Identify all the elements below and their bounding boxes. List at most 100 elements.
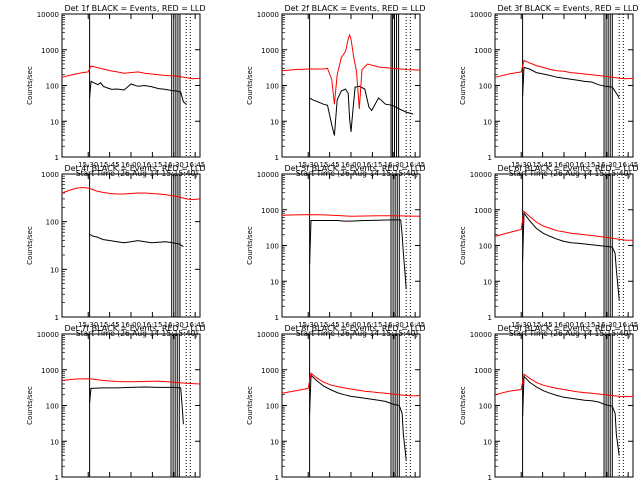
panel-7: Det 7f BLACK = Events, RED = LLD 1 10 100 10… bbox=[26, 324, 206, 480]
y-tick-label: 10000 bbox=[37, 331, 59, 339]
y-tick-label: 100 bbox=[46, 83, 59, 91]
series-line-lld bbox=[281, 214, 421, 217]
x-tick-label: 16:00 bbox=[554, 321, 574, 329]
series-line-events bbox=[309, 374, 407, 460]
y-tick-label: 10 bbox=[483, 438, 492, 446]
x-tick-label: 16:45 bbox=[185, 321, 205, 329]
y-axis-label: Counts/sec bbox=[459, 226, 467, 265]
series-line-events bbox=[309, 219, 407, 290]
x-tick-label: 16:00 bbox=[121, 161, 141, 169]
series-line-lld bbox=[61, 65, 201, 80]
x-tick-label: 16:15 bbox=[362, 321, 382, 329]
x-tick-label: 16:30 bbox=[384, 321, 404, 329]
y-tick-label: 10 bbox=[50, 438, 59, 446]
x-tick-label: 15:30 bbox=[78, 161, 98, 169]
x-tick-label: 15:45 bbox=[320, 321, 340, 329]
y-tick-label: 100 bbox=[266, 83, 279, 91]
y-axis-label: Counts/sec bbox=[459, 386, 467, 425]
y-tick-label: 1000 bbox=[41, 367, 59, 375]
y-tick-label: 1 bbox=[55, 154, 59, 162]
y-tick-label: 100 bbox=[266, 403, 279, 411]
y-tick-label: 10 bbox=[50, 266, 59, 274]
x-tick-label: 16:30 bbox=[384, 161, 404, 169]
series-line-events bbox=[89, 386, 184, 425]
x-tick-label: 15:45 bbox=[320, 161, 340, 169]
x-tick-label: 16:30 bbox=[597, 321, 617, 329]
panel-title: Det 1f BLACK = Events, RED = LLD bbox=[64, 4, 205, 13]
y-tick-label: 100 bbox=[266, 243, 279, 251]
x-tick-label: 16:30 bbox=[597, 161, 617, 169]
x-tick-label: 16:30 bbox=[164, 161, 184, 169]
series-line-lld bbox=[61, 186, 201, 201]
y-tick-label: 100 bbox=[479, 243, 492, 251]
series-line-events bbox=[309, 85, 414, 136]
y-tick-label: 1 bbox=[488, 314, 492, 322]
y-axis-label: Counts/sec bbox=[246, 386, 254, 425]
y-tick-label: 1000 bbox=[41, 171, 59, 179]
y-tick-label: 100 bbox=[46, 219, 59, 227]
y-tick-label: 10 bbox=[483, 118, 492, 126]
series-line-events bbox=[522, 211, 620, 300]
y-tick-label: 1 bbox=[488, 154, 492, 162]
y-tick-label: 1000 bbox=[261, 367, 279, 375]
series-line-lld bbox=[281, 33, 421, 110]
panel-title: Det 2f BLACK = Events, RED = LLD bbox=[284, 4, 425, 13]
y-tick-label: 1000 bbox=[261, 47, 279, 55]
x-tick-label: 16:45 bbox=[405, 161, 425, 169]
x-tick-label: 16:15 bbox=[142, 161, 162, 169]
series-line-lld bbox=[281, 372, 421, 397]
x-tick-label: 16:30 bbox=[164, 321, 184, 329]
x-tick-label: 15:30 bbox=[511, 321, 531, 329]
panel-8: Det 8f BLACK = Events, RED = LLD 1 10 100 10… bbox=[246, 324, 426, 480]
x-tick-label: 15:45 bbox=[100, 321, 120, 329]
x-tick-label: 15:30 bbox=[78, 321, 98, 329]
series-line-lld bbox=[494, 210, 633, 241]
panel-title: Det 4f BLACK = Events, RED = LLD bbox=[64, 164, 205, 173]
series-line-events bbox=[522, 66, 620, 99]
x-tick-label: 15:45 bbox=[533, 321, 553, 329]
y-tick-label: 10000 bbox=[470, 171, 492, 179]
y-tick-label: 1 bbox=[55, 474, 59, 480]
panel-title: Det 7f BLACK = Events, RED = LLD bbox=[64, 324, 205, 333]
x-tick-label: 16:00 bbox=[121, 321, 141, 329]
x-tick-label: 16:45 bbox=[618, 321, 638, 329]
x-tick-label: 16:00 bbox=[554, 161, 574, 169]
x-tick-label: 16:45 bbox=[618, 161, 638, 169]
y-tick-label: 1 bbox=[275, 314, 279, 322]
y-tick-label: 1 bbox=[275, 474, 279, 480]
x-tick-label: 16:15 bbox=[575, 321, 595, 329]
y-axis-label: Counts/sec bbox=[246, 226, 254, 265]
panel-title: Det 3f BLACK = Events, RED = LLD bbox=[497, 4, 638, 13]
y-tick-label: 1 bbox=[55, 314, 59, 322]
x-tick-label: 16:15 bbox=[142, 321, 162, 329]
series-line-lld bbox=[61, 378, 201, 385]
y-tick-label: 10 bbox=[270, 278, 279, 286]
y-axis-label: Counts/sec bbox=[459, 66, 467, 105]
x-tick-label: 15:30 bbox=[511, 161, 531, 169]
y-axis-label: Counts/sec bbox=[26, 386, 34, 425]
y-tick-label: 1000 bbox=[474, 47, 492, 55]
y-axis-label: Counts/sec bbox=[26, 226, 34, 265]
y-axis-label: Counts/sec bbox=[26, 66, 34, 105]
series-line-events bbox=[89, 233, 184, 248]
x-tick-label: 16:15 bbox=[362, 161, 382, 169]
y-axis-label: Counts/sec bbox=[246, 66, 254, 105]
y-tick-label: 10000 bbox=[257, 11, 279, 19]
x-tick-label: 16:15 bbox=[575, 161, 595, 169]
y-tick-label: 10000 bbox=[37, 11, 59, 19]
y-tick-label: 10 bbox=[483, 278, 492, 286]
series-line-lld bbox=[494, 373, 634, 398]
panel-title: Det 5f BLACK = Events, RED = LLD bbox=[284, 164, 425, 173]
y-tick-label: 10 bbox=[50, 118, 59, 126]
y-tick-label: 1 bbox=[488, 474, 492, 480]
series-line-events bbox=[89, 80, 187, 105]
y-tick-label: 1 bbox=[275, 154, 279, 162]
y-tick-label: 10000 bbox=[257, 331, 279, 339]
y-tick-label: 1000 bbox=[261, 207, 279, 215]
series-line-events bbox=[522, 375, 620, 456]
x-tick-label: 16:45 bbox=[405, 321, 425, 329]
y-tick-label: 100 bbox=[479, 83, 492, 91]
y-tick-label: 10000 bbox=[257, 171, 279, 179]
y-tick-label: 1000 bbox=[474, 207, 492, 215]
